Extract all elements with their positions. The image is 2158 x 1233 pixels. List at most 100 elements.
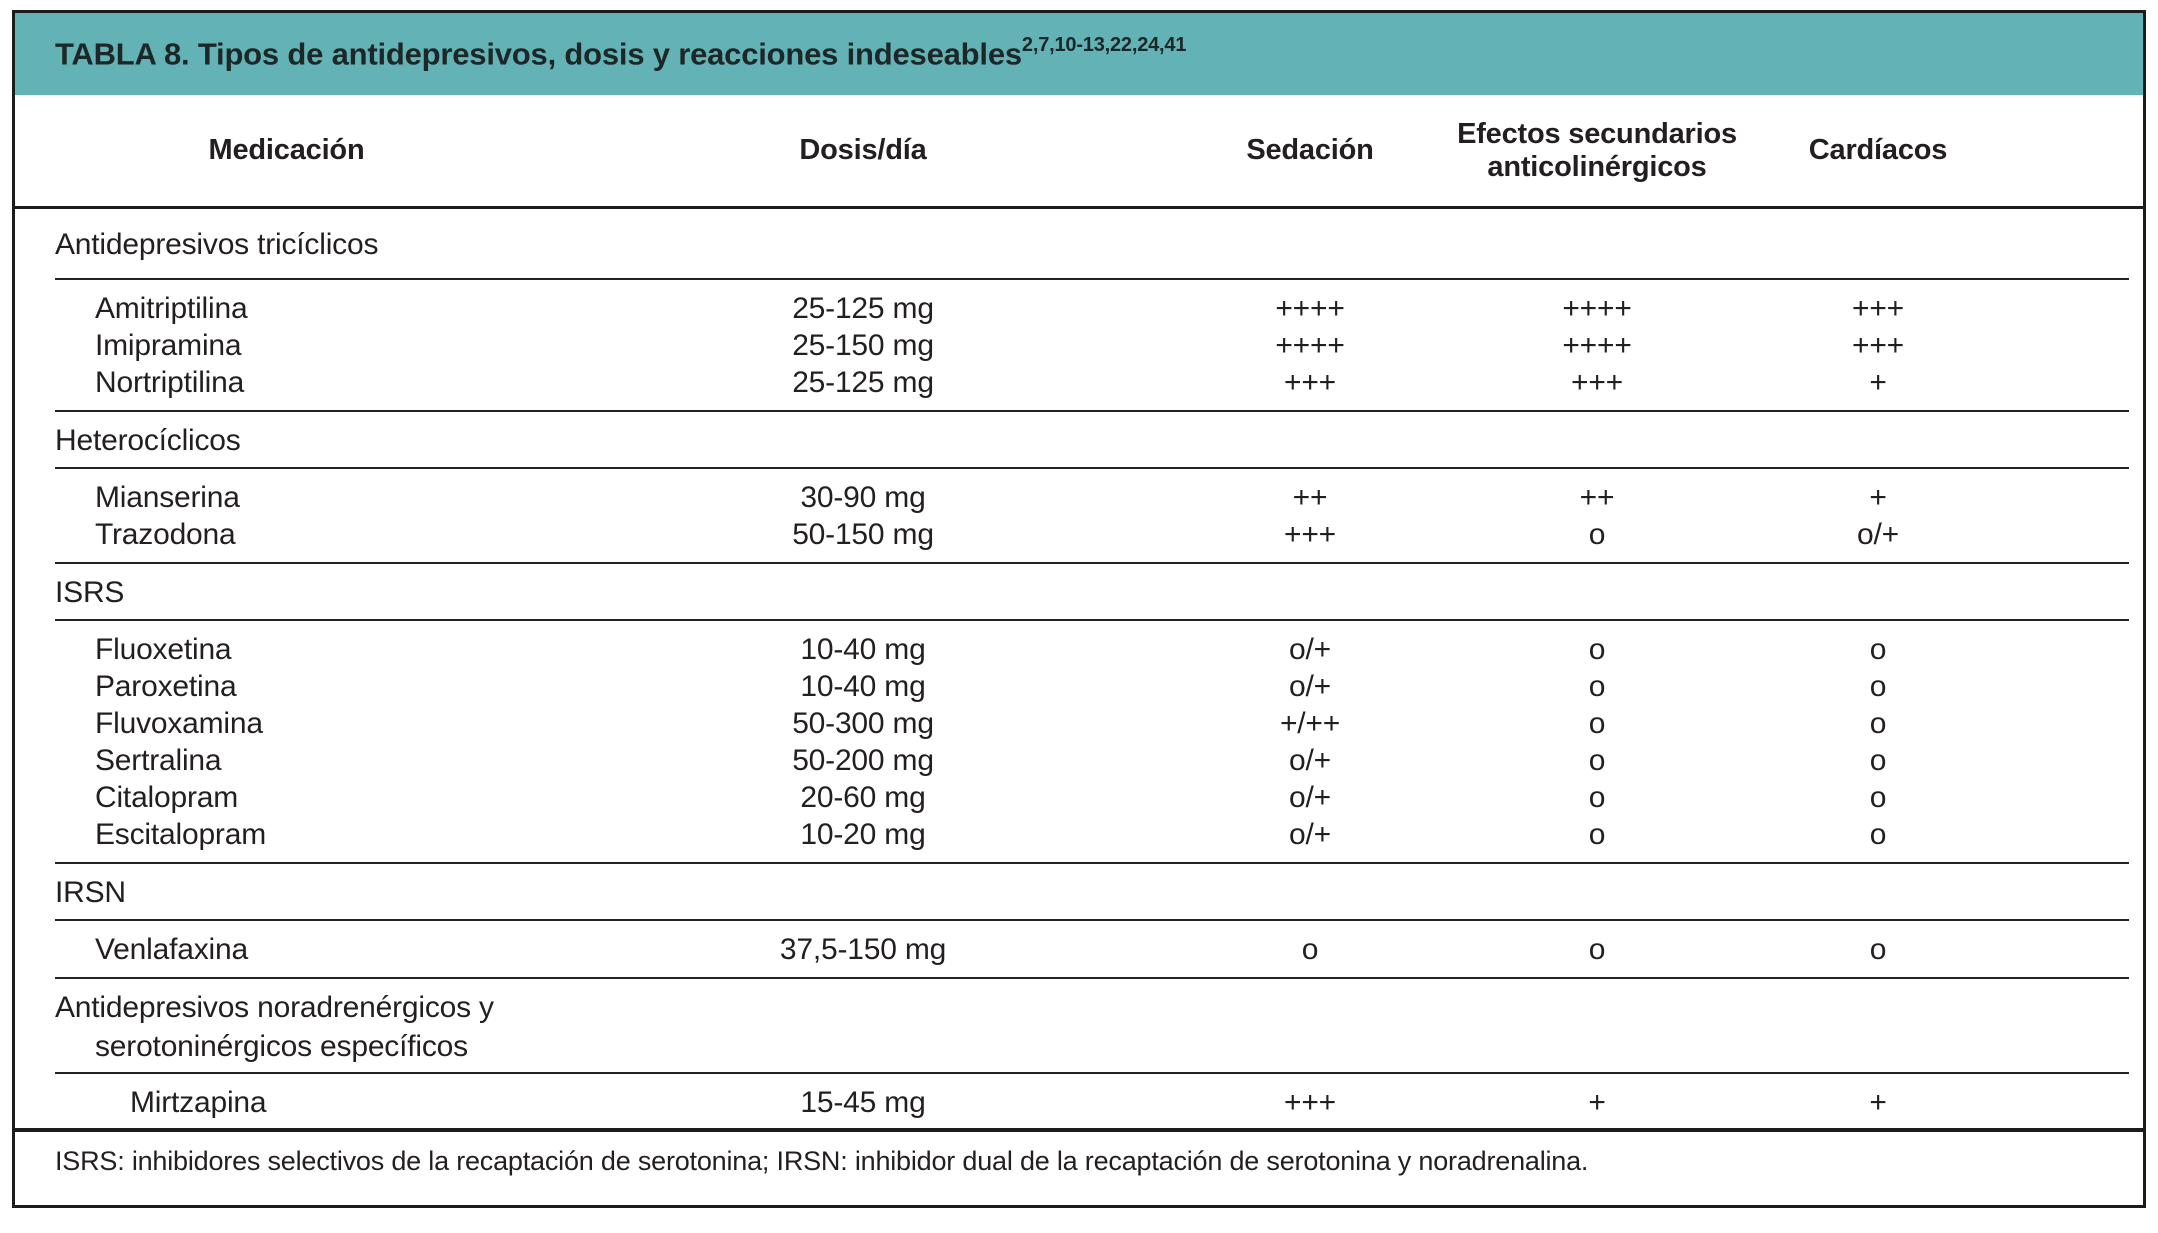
anticholinergic-cell: o bbox=[1588, 780, 1606, 814]
anticholinergic-cell: o bbox=[1588, 632, 1606, 666]
dose-cell: 50-150 mg bbox=[792, 517, 934, 551]
sedation-cell: o/+ bbox=[1289, 743, 1331, 777]
anticholinergic-cell: o bbox=[1588, 669, 1606, 703]
table-section: Heterocíclicos Mianserina 30-90 mg ++ ++… bbox=[15, 412, 2143, 564]
table-section: ISRS Fluoxetina 10-40 mg o/+ o o Paroxet… bbox=[15, 564, 2143, 864]
dose-cell: 15-45 mg bbox=[800, 1085, 926, 1119]
table-section: Antidepresivos tricíclicos Amitriptilina… bbox=[15, 209, 2143, 412]
anticholinergic-cell: o bbox=[1588, 517, 1606, 551]
column-header-row: Medicación Dosis/día Sedación Efectos se… bbox=[15, 95, 2143, 209]
section-label-divider bbox=[55, 278, 2129, 280]
drug-name-cell: Amitriptilina bbox=[95, 291, 248, 325]
sedation-cell: o/+ bbox=[1289, 632, 1331, 666]
table-row: Escitalopram 10-20 mg o/+ o o bbox=[15, 816, 2143, 853]
section-divider bbox=[55, 977, 2129, 979]
sedation-cell: o/+ bbox=[1289, 780, 1331, 814]
anticholinergic-cell: o bbox=[1588, 706, 1606, 740]
sedation-cell: +/++ bbox=[1279, 706, 1341, 740]
sedation-cell: o/+ bbox=[1289, 669, 1331, 703]
dose-cell: 25-125 mg bbox=[792, 291, 934, 325]
sedation-cell: o bbox=[1301, 932, 1319, 966]
cardiac-cell: o bbox=[1869, 780, 1887, 814]
dose-cell: 37,5-150 mg bbox=[779, 932, 947, 966]
anticholinergic-cell: ++++ bbox=[1562, 291, 1632, 325]
table-row: Mirtzapina 15-45 mg +++ + + bbox=[15, 1084, 2143, 1121]
cardiac-cell: o bbox=[1869, 932, 1887, 966]
cardiac-cell: +++ bbox=[1852, 328, 1904, 362]
section-divider bbox=[55, 410, 2129, 412]
cardiac-cell: o bbox=[1869, 669, 1887, 703]
table-row: Nortriptilina 25-125 mg +++ +++ + bbox=[15, 364, 2143, 401]
dose-cell: 50-300 mg bbox=[792, 706, 934, 740]
section-rows: Fluoxetina 10-40 mg o/+ o o Paroxetina 1… bbox=[15, 621, 2143, 864]
section-label-divider bbox=[55, 919, 2129, 921]
anticholinergic-cell: ++++ bbox=[1562, 328, 1632, 362]
table-row: Sertralina 50-200 mg o/+ o o bbox=[15, 742, 2143, 779]
table-title-references: 2,7,10-13,22,24,41 bbox=[1021, 33, 1187, 56]
sedation-cell: ++++ bbox=[1275, 328, 1345, 362]
table-row: Mianserina 30-90 mg ++ ++ + bbox=[15, 479, 2143, 516]
table-title-text: TABLA 8. Tipos de antidepresivos, dosis … bbox=[55, 36, 1022, 72]
column-header-cardiacos: Cardíacos bbox=[1808, 134, 1948, 166]
section-label-row: Heterocíclicos bbox=[15, 412, 2143, 469]
section-divider bbox=[55, 562, 2129, 564]
table-row: Fluoxetina 10-40 mg o/+ o o bbox=[15, 631, 2143, 668]
drug-name-cell: Trazodona bbox=[95, 517, 236, 551]
dose-cell: 25-125 mg bbox=[792, 365, 934, 399]
table-row: Fluvoxamina 50-300 mg +/++ o o bbox=[15, 705, 2143, 742]
section-divider bbox=[15, 1128, 2143, 1132]
column-header-dosis: Dosis/día bbox=[799, 134, 927, 166]
anticholinergic-cell: ++ bbox=[1579, 480, 1615, 514]
section-label: Antidepresivos tricíclicos bbox=[55, 228, 379, 261]
anticholinergic-cell: o bbox=[1588, 817, 1606, 851]
anticholinergic-cell: o bbox=[1588, 932, 1606, 966]
sedation-cell: +++ bbox=[1284, 365, 1336, 399]
section-rows: Mianserina 30-90 mg ++ ++ + Trazodona 50… bbox=[15, 469, 2143, 564]
sedation-cell: +++ bbox=[1284, 517, 1336, 551]
table-footnote: ISRS: inhibidores selectivos de la recap… bbox=[55, 1146, 1589, 1176]
cardiac-cell: + bbox=[1869, 365, 1887, 399]
section-divider bbox=[55, 862, 2129, 864]
drug-name-cell: Venlafaxina bbox=[95, 932, 248, 966]
drug-name-cell: Fluoxetina bbox=[95, 632, 232, 666]
sedation-cell: +++ bbox=[1284, 1085, 1336, 1119]
drug-name-cell: Fluvoxamina bbox=[95, 706, 263, 740]
section-label-row: ISRS bbox=[15, 564, 2143, 621]
anticholinergic-cell: +++ bbox=[1571, 365, 1623, 399]
section-label-divider bbox=[55, 467, 2129, 469]
drug-name-cell: Sertralina bbox=[95, 743, 222, 777]
section-label: Heterocíclicos bbox=[55, 424, 241, 457]
dose-cell: 10-20 mg bbox=[800, 817, 926, 851]
section-label-row: Antidepresivos noradrenérgicos y seroton… bbox=[15, 979, 2143, 1074]
cardiac-cell: o bbox=[1869, 706, 1887, 740]
cardiac-cell: o bbox=[1869, 817, 1887, 851]
table-section: Antidepresivos noradrenérgicos y seroton… bbox=[15, 979, 2143, 1132]
drug-name-cell: Citalopram bbox=[95, 780, 239, 814]
table-title-band: TABLA 8. Tipos de antidepresivos, dosis … bbox=[15, 13, 2143, 95]
dose-cell: 10-40 mg bbox=[800, 632, 926, 666]
table-row: Venlafaxina 37,5-150 mg o o o bbox=[15, 931, 2143, 968]
section-label: Antidepresivos noradrenérgicos y seroton… bbox=[55, 990, 494, 1063]
dose-cell: 50-200 mg bbox=[792, 743, 934, 777]
drug-name-cell: Imipramina bbox=[95, 328, 242, 362]
section-label-row: IRSN bbox=[15, 864, 2143, 921]
column-header-efectos: Efectos secundarios anticolinérgicos bbox=[1457, 117, 1737, 183]
sedation-cell: o/+ bbox=[1289, 817, 1331, 851]
cardiac-cell: +++ bbox=[1852, 291, 1904, 325]
table-row: Amitriptilina 25-125 mg ++++ ++++ +++ bbox=[15, 290, 2143, 327]
table-body: Antidepresivos tricíclicos Amitriptilina… bbox=[15, 209, 2143, 1132]
antidepressants-table: TABLA 8. Tipos de antidepresivos, dosis … bbox=[12, 10, 2146, 1208]
table-title: TABLA 8. Tipos de antidepresivos, dosis … bbox=[55, 33, 1187, 72]
section-rows: Amitriptilina 25-125 mg ++++ ++++ +++ Im… bbox=[15, 280, 2143, 412]
section-label: ISRS bbox=[55, 576, 125, 609]
sedation-cell: ++ bbox=[1292, 480, 1328, 514]
table-row: Imipramina 25-150 mg ++++ ++++ +++ bbox=[15, 327, 2143, 364]
dose-cell: 25-150 mg bbox=[792, 328, 934, 362]
drug-name-cell: Mirtzapina bbox=[130, 1085, 267, 1119]
section-label-divider bbox=[55, 619, 2129, 621]
dose-cell: 10-40 mg bbox=[800, 669, 926, 703]
cardiac-cell: + bbox=[1869, 480, 1887, 514]
sedation-cell: ++++ bbox=[1275, 291, 1345, 325]
anticholinergic-cell: + bbox=[1588, 1085, 1606, 1119]
column-header-sedacion: Sedación bbox=[1246, 134, 1374, 166]
